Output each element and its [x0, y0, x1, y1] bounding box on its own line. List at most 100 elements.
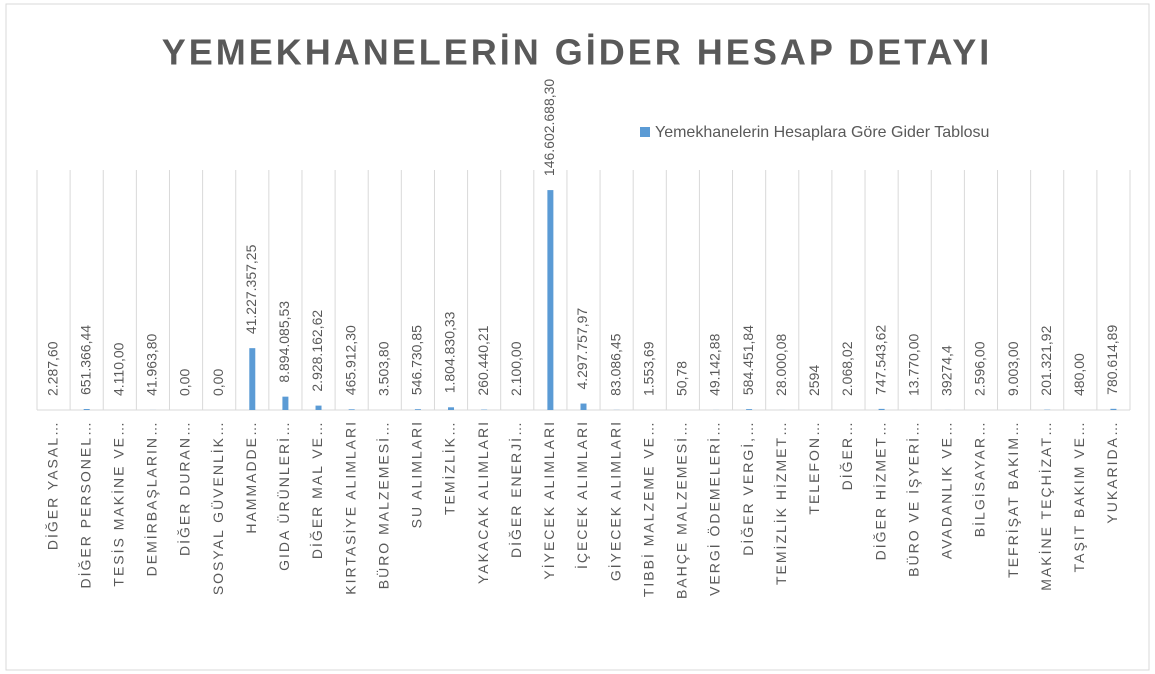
- data-label-text: 465.912,30: [342, 325, 358, 395]
- data-label-text: 9.003,00: [1005, 341, 1021, 396]
- data-label-bg: [77, 322, 96, 398]
- data-label-text: 4.297.757,97: [574, 308, 590, 390]
- data-label-text: 41.963,80: [144, 333, 160, 395]
- data-label-text: 201.321,92: [1038, 325, 1054, 395]
- data-label-text: 651.366,44: [77, 325, 93, 395]
- x-tick: TELEFON…: [806, 420, 822, 515]
- x-tick-label: MAKİNE TEÇHİZAT…: [1037, 420, 1054, 591]
- bar: [83, 409, 90, 410]
- x-tick: TIBBİ MALZEME VE…: [639, 420, 656, 597]
- data-label-text: 0,00: [177, 369, 193, 396]
- x-tick-label: KIRTASİYE ALIMLARI: [341, 420, 358, 595]
- x-tick-label: DİĞER…: [838, 420, 855, 490]
- bar: [547, 190, 554, 410]
- data-label-bg: [971, 339, 990, 398]
- x-tick-label: TEFRİŞAT BAKIM…: [1004, 420, 1021, 578]
- data-label-text: 546.730,85: [409, 325, 425, 395]
- bar: [580, 403, 587, 410]
- data-label-text: 8.894.085,53: [276, 301, 292, 383]
- x-tick-label: TEMİZLİK…: [441, 420, 458, 515]
- x-tick-label: TAŞIT BAKIM VE…: [1071, 420, 1087, 572]
- x-tick-label: DİĞER DURAN…: [176, 420, 193, 556]
- x-tick: HAMMADDE…: [243, 420, 259, 534]
- data-label-text: 83.086,45: [607, 333, 623, 395]
- data-label: 28.000,08: [773, 331, 792, 398]
- data-label: 1.804.830,33: [442, 309, 461, 396]
- data-label-text: 2.287,60: [44, 341, 60, 396]
- data-label: 41.963,80: [143, 331, 162, 398]
- bar: [249, 348, 256, 410]
- bar: [414, 409, 421, 410]
- bar: [878, 408, 885, 410]
- x-tick: BAHÇE MALZEMESİ…: [673, 420, 690, 599]
- bar: [448, 407, 455, 410]
- x-tick-label: TESİS MAKİNE VE…: [110, 420, 127, 587]
- x-tick: YUKARIDA…: [1104, 420, 1120, 524]
- data-label-bg: [408, 323, 427, 398]
- data-label-text: 50,78: [674, 361, 690, 396]
- x-tick-label: TIBBİ MALZEME VE…: [639, 420, 656, 597]
- data-label: 49.142,88: [707, 331, 725, 398]
- x-tick-label: BÜRO VE İŞYERİ…: [904, 420, 921, 577]
- data-label: 747.543,62: [872, 322, 891, 397]
- data-label: 201.321,92: [1038, 323, 1057, 398]
- data-label: 2594: [806, 362, 825, 398]
- data-label-bg: [607, 331, 626, 398]
- x-tick: VERGİ ÖDEMELERİ…: [706, 420, 723, 596]
- x-tick-label: GİYECEK ALIMLARI: [606, 420, 623, 581]
- data-label-text: 2.068,02: [839, 341, 855, 396]
- data-label: 1.553,69: [640, 339, 659, 398]
- bar: [348, 409, 355, 410]
- bar: [315, 405, 322, 410]
- x-tick: DİĞER MAL VE…: [308, 420, 325, 559]
- data-label: 8.894.085,53: [276, 298, 295, 385]
- x-tick-label: SU ALIMLARI: [409, 420, 425, 528]
- data-label-text: 1.804.830,33: [442, 311, 458, 393]
- x-tick: TESİS MAKİNE VE…: [110, 420, 127, 587]
- x-tick-label: TELEFON…: [806, 420, 822, 515]
- x-tick-label: BÜRO MALZEMESİ…: [374, 420, 391, 589]
- data-label-bg: [177, 366, 196, 398]
- data-label: 780.614,89: [1104, 322, 1123, 397]
- x-tick-label: DİĞER VERGİ,…: [739, 420, 756, 556]
- data-label-text: 747.543,62: [872, 325, 888, 395]
- x-tick: DİĞER PERSONEL…: [76, 420, 93, 588]
- x-tick: AVADANLIK VE…: [939, 420, 955, 559]
- x-tick-label: DİĞER MAL VE…: [308, 420, 325, 559]
- data-label-bg: [839, 339, 858, 398]
- x-tick: YAKACAK ALIMLARI: [475, 420, 491, 584]
- x-tick-label: SOSYAL GÜVENLİK…: [209, 420, 226, 595]
- x-tick-label: YİYECEK ALIMLARI: [540, 420, 557, 580]
- data-label: 13.770,00: [905, 331, 924, 398]
- data-label-bg: [773, 331, 792, 398]
- data-label: 2.100,00: [508, 339, 527, 398]
- data-label-text: 39274,4: [939, 345, 955, 396]
- x-tick: MAKİNE TEÇHİZAT…: [1037, 420, 1054, 591]
- data-label: 2.068,02: [839, 339, 858, 398]
- bar: [746, 409, 753, 410]
- data-label: 50,78: [674, 358, 692, 398]
- x-tick: TAŞIT BAKIM VE…: [1071, 420, 1087, 572]
- bar: [282, 396, 289, 410]
- data-label: 480,00: [1071, 351, 1090, 398]
- x-tick-label: GIDA ÜRÜNLERİ…: [275, 420, 292, 571]
- data-label-text: 41.227.357,25: [243, 244, 259, 334]
- data-label: 9.003,00: [1005, 339, 1024, 398]
- data-label-bg: [475, 323, 494, 398]
- data-label-text: 584.451,84: [740, 325, 756, 395]
- data-label-text: 3.503,80: [375, 341, 391, 396]
- data-label: 4.110,00: [111, 340, 129, 398]
- data-label-bg: [740, 323, 759, 398]
- data-label-text: 4.110,00: [111, 342, 127, 396]
- x-tick-label: HAMMADDE…: [243, 420, 259, 534]
- x-tick-label: YUKARIDA…: [1104, 420, 1120, 524]
- x-tick: SOSYAL GÜVENLİK…: [209, 420, 226, 595]
- data-label-bg: [806, 362, 825, 398]
- data-label: 83.086,45: [607, 331, 626, 398]
- x-tick: BİLGİSAYAR…: [971, 420, 988, 537]
- x-tick: YİYECEK ALIMLARI: [540, 420, 557, 580]
- x-tick-label: BİLGİSAYAR…: [971, 420, 988, 537]
- data-label-bg: [143, 331, 162, 398]
- data-label-text: 260.440,21: [475, 325, 491, 395]
